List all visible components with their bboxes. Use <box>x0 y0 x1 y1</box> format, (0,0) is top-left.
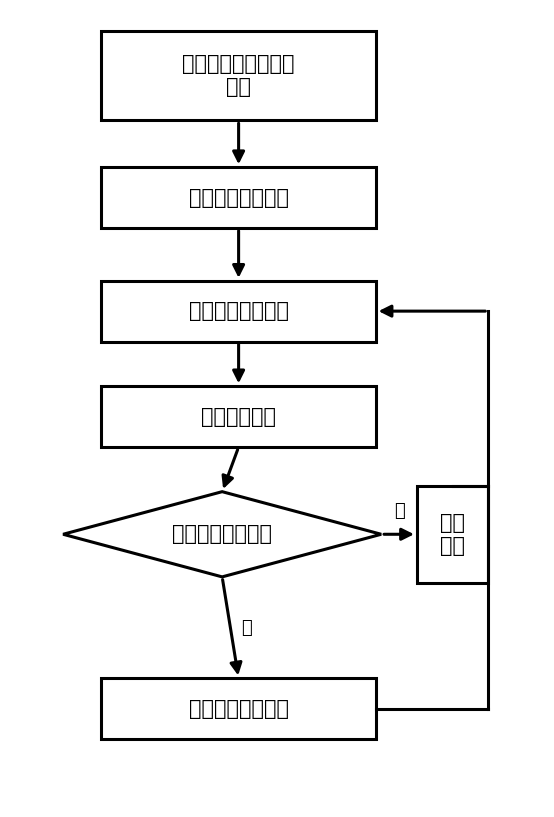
FancyBboxPatch shape <box>101 281 376 342</box>
Text: 判断是否加载结束: 判断是否加载结束 <box>172 525 272 544</box>
FancyBboxPatch shape <box>101 678 376 739</box>
Polygon shape <box>63 492 381 577</box>
FancyBboxPatch shape <box>101 31 376 120</box>
Text: 是: 是 <box>394 502 404 520</box>
Text: 计算初始加载门限: 计算初始加载门限 <box>188 301 289 321</box>
Text: 划分子载波信道质量
等级: 划分子载波信道质量 等级 <box>182 54 295 97</box>
Text: 更新比特加载门限: 更新比特加载门限 <box>188 699 289 719</box>
FancyBboxPatch shape <box>101 386 376 447</box>
Text: 否: 否 <box>242 618 252 636</box>
FancyBboxPatch shape <box>101 167 376 228</box>
Text: 快速比特加载: 快速比特加载 <box>201 407 276 426</box>
Text: 选择可用子载波集: 选择可用子载波集 <box>188 188 289 208</box>
Text: 加载
结束: 加载 结束 <box>440 513 465 556</box>
FancyBboxPatch shape <box>417 485 488 583</box>
